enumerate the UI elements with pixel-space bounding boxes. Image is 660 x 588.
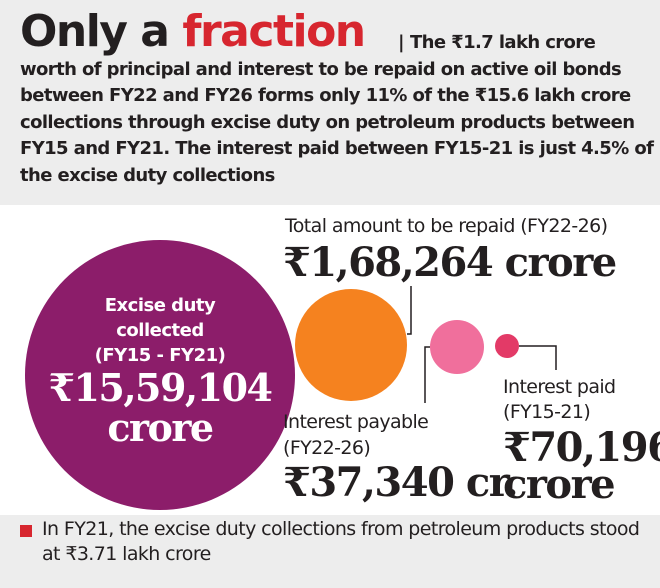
- interest-payable-period: (FY22-26): [283, 437, 371, 459]
- intro-text: | The ₹1.7 lakh crore worth of principal …: [20, 30, 655, 189]
- interest-paid-value: ₹70,196: [503, 424, 660, 471]
- excise-value: ₹15,59,104: [48, 365, 273, 410]
- interest-paid-period: (FY15-21): [503, 401, 591, 423]
- bubble-excise-duty: [25, 240, 295, 510]
- excise-label-line1: Excise duty: [104, 295, 216, 316]
- connector-interest-payable: [424, 346, 430, 403]
- bubble-interest-paid: [495, 334, 519, 358]
- footer-note: In FY21, the excise duty collections fro…: [0, 515, 660, 588]
- excise-label: Excise duty collected (FY15 - FY21) ₹15,…: [25, 293, 295, 448]
- headline-highlight: fraction: [182, 6, 366, 57]
- excise-label-line3: (FY15 - FY21): [94, 345, 226, 366]
- headline-part1: Only a: [20, 6, 170, 57]
- bullet-square-icon: [20, 525, 32, 537]
- separator: |: [398, 32, 405, 53]
- total-repaid-label: Total amount to be repaid (FY22-26): [285, 215, 608, 237]
- header: Only a fraction | The ₹1.7 lakh crore wor…: [0, 0, 660, 205]
- footer-text: In FY21, the excise duty collections fro…: [42, 518, 640, 565]
- interest-payable-value: ₹37,340 cr.: [283, 459, 519, 506]
- intro-body: The ₹1.7 lakh crore worth of principal a…: [20, 32, 654, 186]
- interest-paid-unit: crore: [503, 461, 616, 508]
- bubble-total-repaid: [295, 289, 407, 401]
- total-repaid-value: ₹1,68,264 crore: [283, 239, 617, 286]
- headline: Only a fraction: [20, 6, 366, 58]
- interest-paid-label: Interest paid: [503, 376, 616, 398]
- bubble-interest-payable: [430, 320, 484, 374]
- interest-payable-label: Interest payable: [283, 411, 429, 433]
- connector-interest-paid: [519, 345, 557, 370]
- connector-total: [407, 286, 412, 335]
- excise-unit: crore: [107, 405, 214, 450]
- excise-label-line2: collected: [116, 320, 204, 341]
